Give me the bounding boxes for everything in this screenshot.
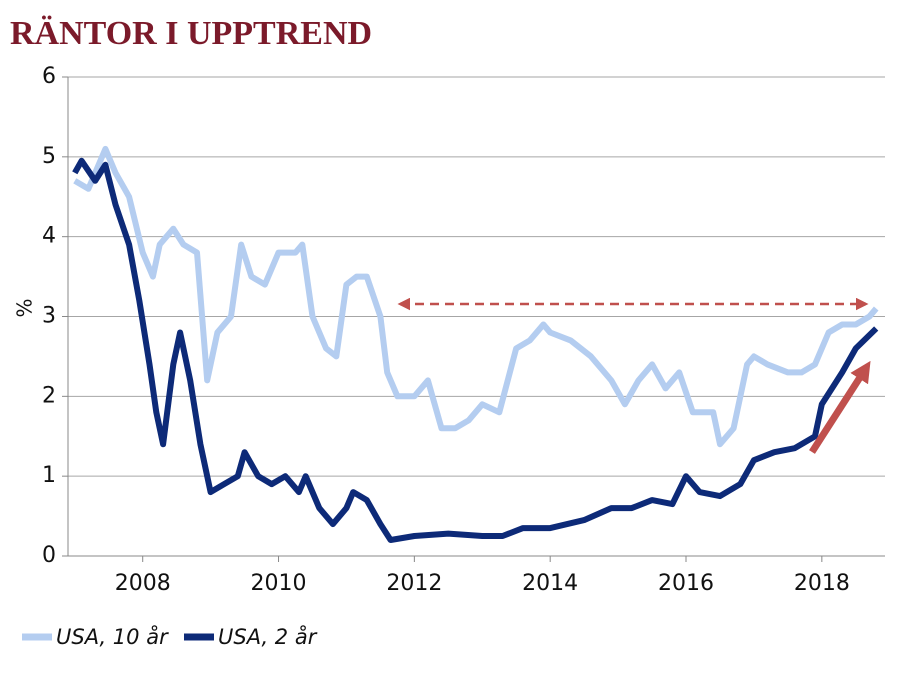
legend-label: USA, 10 år: [56, 624, 169, 649]
x-tick-label: 2018: [794, 571, 850, 596]
x-tick-label: 2012: [386, 571, 442, 596]
y-tick-label: 5: [42, 144, 56, 169]
x-tick-label: 2008: [115, 571, 171, 596]
x-tick-label: 2016: [658, 571, 714, 596]
series-line: [73, 145, 879, 448]
x-tick-label: 2010: [251, 571, 307, 596]
trend-arrow: [809, 360, 871, 454]
y-tick-label: 2: [42, 383, 56, 408]
y-tick-label: 1: [42, 463, 56, 488]
x-tick-label: 2014: [522, 571, 578, 596]
y-axis-label: %: [13, 298, 37, 317]
y-tick-label: 6: [42, 64, 56, 89]
y-tick-label: 3: [42, 304, 56, 329]
y-tick-label: 4: [42, 224, 56, 249]
chart-title: RÄNTOR I UPPTREND: [10, 15, 372, 52]
plot-area: 0 1 2 3 4 5 6 2008 2010 2012 2014 2016 2018: [42, 64, 885, 596]
legend-label: USA, 2 år: [218, 624, 318, 649]
series-line: [72, 157, 879, 543]
legend: USA, 10 år USA, 2 år: [22, 624, 318, 649]
y-tick-label: 0: [42, 543, 56, 568]
